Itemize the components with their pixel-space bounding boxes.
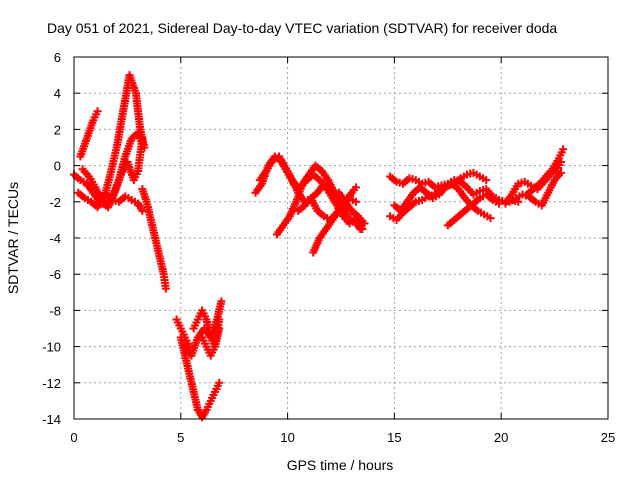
y-tick-label: -10	[42, 340, 61, 355]
x-tick-label: 5	[177, 430, 184, 445]
data-point-marker	[351, 197, 360, 206]
x-tick-label: 25	[601, 430, 615, 445]
x-tick-label: 10	[280, 430, 294, 445]
y-tick-label: -8	[49, 303, 61, 318]
series-trace-22	[505, 168, 566, 210]
x-tick-label: 15	[387, 430, 401, 445]
chart-title: Day 051 of 2021, Sidereal Day-to-day VTE…	[47, 20, 557, 36]
data-point-marker	[185, 342, 194, 351]
data-point-marker	[358, 224, 367, 233]
y-tick-label: 2	[54, 122, 61, 137]
series-trace-15	[255, 152, 367, 233]
data-point-marker	[138, 206, 147, 215]
data-point-marker	[93, 107, 102, 116]
series-trace-20	[443, 190, 504, 230]
grid	[74, 57, 608, 419]
axis-ticks: 0 5 10 15 20 25 -14 -12 -10 -8 -6 -4 -2 0 2 4 6	[42, 50, 615, 445]
y-tick-label: 0	[54, 159, 61, 174]
x-axis-label: GPS time / hours	[287, 457, 394, 473]
y-tick-label: -14	[42, 412, 61, 427]
data-point-marker	[486, 214, 495, 223]
data-marks	[70, 71, 568, 422]
data-point-marker	[138, 139, 147, 148]
y-tick-label: 4	[54, 86, 61, 101]
y-tick-label: -6	[49, 267, 61, 282]
series-trace-10	[172, 315, 194, 351]
data-point-marker	[217, 297, 226, 306]
series-trace-3	[76, 107, 102, 161]
data-point-marker	[215, 378, 224, 387]
data-point-marker	[482, 176, 491, 185]
series-trace-6	[138, 185, 170, 293]
y-tick-label: -4	[49, 231, 61, 246]
y-tick-label: -12	[42, 376, 61, 391]
series-trace-17	[386, 172, 523, 206]
data-point-marker	[351, 183, 360, 192]
y-tick-label: -2	[49, 195, 61, 210]
data-point-marker	[215, 315, 224, 324]
series-trace-11	[198, 315, 224, 360]
x-tick-label: 20	[494, 430, 508, 445]
x-tick-label: 0	[70, 430, 77, 445]
series-trace-5	[82, 129, 147, 210]
plot-frame	[73, 56, 609, 420]
y-axis-label: SDTVAR / TECUs	[5, 182, 21, 294]
data-point-marker	[559, 145, 568, 154]
series-trace-16	[294, 194, 360, 224]
y-tick-label: 6	[54, 50, 61, 65]
series-trace-23	[522, 145, 568, 199]
data-point-marker	[557, 168, 566, 177]
data-point-marker	[161, 284, 170, 293]
